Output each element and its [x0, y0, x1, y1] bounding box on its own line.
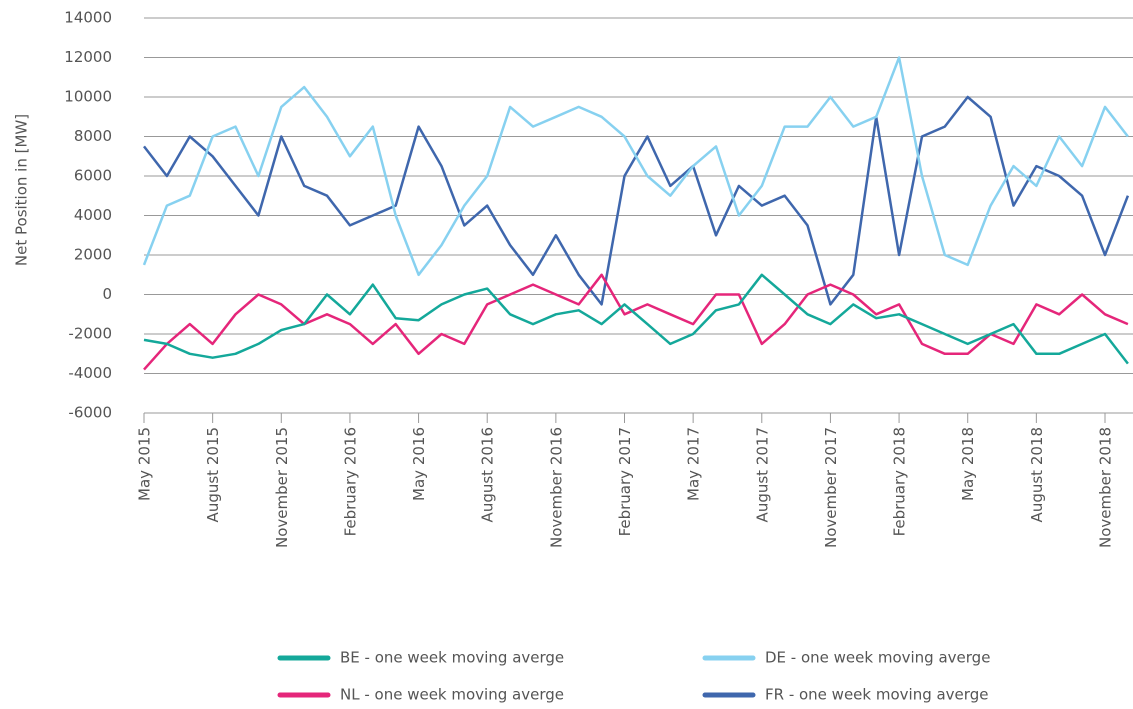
x-tick-label: May 2017: [685, 427, 703, 501]
legend-label: DE - one week moving averge: [765, 649, 990, 667]
x-tick-label: May 2018: [959, 427, 977, 501]
x-tick-label: May 2016: [410, 427, 428, 501]
series-line: [143, 273, 1129, 371]
x-tick-label: August 2016: [479, 427, 497, 522]
y-tick-label: -4000: [68, 364, 112, 382]
x-tick-label: November 2016: [547, 427, 565, 548]
y-tick-label: -2000: [68, 325, 112, 343]
x-tick-label: November 2018: [1097, 427, 1115, 548]
legend-label: BE - one week moving averge: [340, 649, 564, 667]
x-tick-label: February 2017: [616, 427, 634, 536]
x-tick-label: November 2017: [822, 427, 840, 548]
series-line: [143, 95, 1130, 306]
x-tick-label: August 2017: [753, 427, 771, 522]
y-tick-label: 6000: [74, 167, 112, 185]
y-tick-label: 4000: [74, 206, 112, 224]
x-tick-label: August 2015: [204, 427, 222, 522]
y-tick-label: 12000: [64, 48, 112, 66]
y-tick-label: 8000: [74, 127, 112, 145]
legend-label: NL - one week moving averge: [340, 686, 564, 704]
x-tick-label: August 2018: [1028, 427, 1046, 522]
x-tick-label: February 2018: [891, 427, 909, 536]
y-tick-label: 10000: [64, 88, 112, 106]
y-tick-label: 2000: [74, 246, 112, 264]
y-tick-label: 0: [102, 285, 112, 303]
x-tick-label: May 2015: [136, 427, 154, 501]
series-line: [142, 56, 1129, 277]
x-tick-label: February 2016: [341, 427, 359, 536]
x-tick-label: November 2015: [273, 427, 291, 548]
y-tick-label: 14000: [64, 9, 112, 27]
legend-label: FR - one week moving averge: [765, 686, 988, 704]
y-tick-label: -6000: [68, 404, 112, 422]
series-line: [143, 273, 1129, 365]
y-axis-label: Net Position in [MW]: [13, 114, 31, 266]
